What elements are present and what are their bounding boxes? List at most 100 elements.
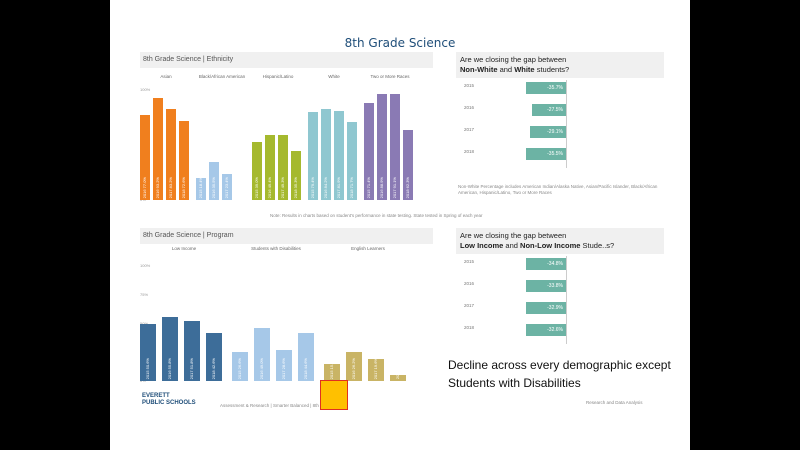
everett-logo: EVERETT PUBLIC SCHOOLS <box>142 393 196 407</box>
bar: 2015 39.0% <box>252 141 262 200</box>
row-label: 2018 <box>463 325 474 330</box>
y-tick: 50% <box>140 321 148 326</box>
y-tick: 100% <box>140 263 151 268</box>
axis <box>566 256 567 344</box>
bar-label: 2016 88.9% <box>379 176 384 198</box>
bar: 2016 77.0% <box>140 115 150 200</box>
bar-label: 2015 15.7% <box>329 357 334 379</box>
bar: 2018 71.7% <box>347 121 357 200</box>
gap2-header: Are we closing the gap between Low Incom… <box>456 228 664 254</box>
bar: 2018 42.6% <box>206 332 222 381</box>
logo-line1: EVERETT <box>142 393 170 399</box>
bar: 2016 84.2% <box>321 108 331 200</box>
bar: 2015 50.6% <box>140 323 156 381</box>
gap1-end: students? <box>534 65 570 74</box>
gap2-end: Stude..s? <box>580 241 615 250</box>
gap1-chart: 2015 -35.7% 2016 -27.5% 2017 -29.1% 2018 -35.5% <box>456 80 666 180</box>
bar-label: 2015 50.6% <box>145 357 150 379</box>
bar: 2015 15.7% <box>324 358 340 381</box>
bar: 2016 55.8% <box>162 316 178 381</box>
gap1-group-a: Non-White <box>460 65 498 74</box>
group-label: English Learners <box>351 246 385 251</box>
bar-label: 2018 62.3% <box>405 176 410 198</box>
bar: 2016 49.4% <box>265 135 275 200</box>
bar: 2015 18.4% <box>196 176 206 200</box>
bar: 2016 35.5% <box>209 161 219 200</box>
bar-label: 2017 28.6% <box>281 357 286 379</box>
bar: 2015 26.6% <box>232 352 248 381</box>
bar: 2018 72.6% <box>179 120 189 200</box>
gap1-note: Non-White Percentage includes American I… <box>458 184 658 195</box>
bar-label: 2015 79.4% <box>310 176 315 198</box>
gap-value: -33.8% <box>547 283 563 289</box>
gap-bar: -34.8% <box>526 258 566 270</box>
bar-label: 2018 72.6% <box>181 176 186 198</box>
bar-label: 2016 55.8% <box>167 357 172 379</box>
mid-note: Note: Results in charts based on student… <box>270 213 483 218</box>
page-title: 8th Grade Science <box>344 36 456 50</box>
group-label: Black/African American <box>198 74 246 79</box>
bar-label: 2015 26.6% <box>237 357 242 379</box>
bar: 2017 49.3% <box>278 135 288 200</box>
gap1-group-b: White <box>514 65 535 74</box>
gap-bar: -27.5% <box>531 104 566 116</box>
bar-label: 2015 39.0% <box>254 176 259 198</box>
bar-label: 2017 51.8% <box>189 357 194 379</box>
bar-label: 2016 84.2% <box>323 176 328 198</box>
bar: 2018 62.3% <box>403 129 413 200</box>
bar-label: 2018 71.7% <box>349 176 354 198</box>
group-label: Hispanic/Latino <box>262 74 294 79</box>
slide: 8th Grade Science 8th Grade Science | Et… <box>110 0 690 450</box>
footer-right: Research and Data Analysis <box>586 400 643 405</box>
gap-value: -35.7% <box>547 85 563 91</box>
gap2-mid: and <box>503 241 521 250</box>
bar-label: 2016 93.2% <box>155 176 160 198</box>
bar: 2017 83.2% <box>166 108 176 200</box>
gap-value: -27.5% <box>547 107 563 113</box>
gap-value: -32.6% <box>547 327 563 333</box>
group-label: Students with Disabilities <box>251 246 301 251</box>
row-label: 2017 <box>463 303 474 308</box>
callout-text: Decline across every demographic except … <box>448 358 671 390</box>
gap-bar: -32.6% <box>526 324 566 336</box>
bar: 2018 35.3% <box>291 150 301 200</box>
bar-label: 2018 3.9% <box>395 359 400 379</box>
bar: 2017 91.1% <box>390 94 400 200</box>
gap2-chart: 2015 -34.8% 2016 -33.8% 2017 -32.9% 2018 -32.6% <box>456 256 666 346</box>
bar-label: 2018 35.3% <box>293 176 298 198</box>
bar: 2017 19.6% <box>368 358 384 381</box>
bar-label: 2018 42.6% <box>211 357 216 379</box>
row-label: 2015 <box>463 83 474 88</box>
gap-value: -29.1% <box>547 129 563 135</box>
group-label: Two or More Races <box>370 74 410 79</box>
y-tick: 100% <box>140 87 151 92</box>
gap-bar: -29.1% <box>529 126 566 138</box>
bar: 2017 51.8% <box>184 321 200 381</box>
bar: 2015 71.4% <box>364 103 374 200</box>
group-label: Low Income <box>171 246 197 251</box>
bar: 2016 93.2% <box>153 97 163 200</box>
gap2-header-line1: Are we closing the gap between <box>460 231 567 240</box>
footer-left: Assessment & Research | Smarter Balanced… <box>220 403 333 408</box>
ethnicity-header: 8th Grade Science | Ethnicity <box>140 52 433 68</box>
bar-label: 2015 18.4% <box>198 176 203 198</box>
bar-label: 2016 26.2% <box>351 357 356 379</box>
row-label: 2016 <box>463 281 474 286</box>
y-tick: 75% <box>140 291 149 297</box>
gap-bar: -35.7% <box>526 82 566 94</box>
bar-label: 2018 44.6% <box>303 357 308 379</box>
gap-value: -34.8% <box>547 261 563 267</box>
bar-label: 2017 81.9% <box>336 176 341 198</box>
highlight-marker <box>320 380 348 410</box>
gap-bar: -33.8% <box>526 280 566 292</box>
gap1-mid: and <box>497 65 515 74</box>
bar-label: 2017 83.2% <box>168 176 173 198</box>
bar: 2017 81.9% <box>334 110 344 200</box>
bar: 2017 23.4% <box>222 173 232 200</box>
bar: 2016 26.2% <box>346 352 362 381</box>
gap-bar: -35.5% <box>526 148 566 160</box>
axis <box>566 80 567 168</box>
gap1-header: Are we closing the gap between Non-White… <box>456 52 664 78</box>
program-header: 8th Grade Science | Program <box>140 228 433 244</box>
